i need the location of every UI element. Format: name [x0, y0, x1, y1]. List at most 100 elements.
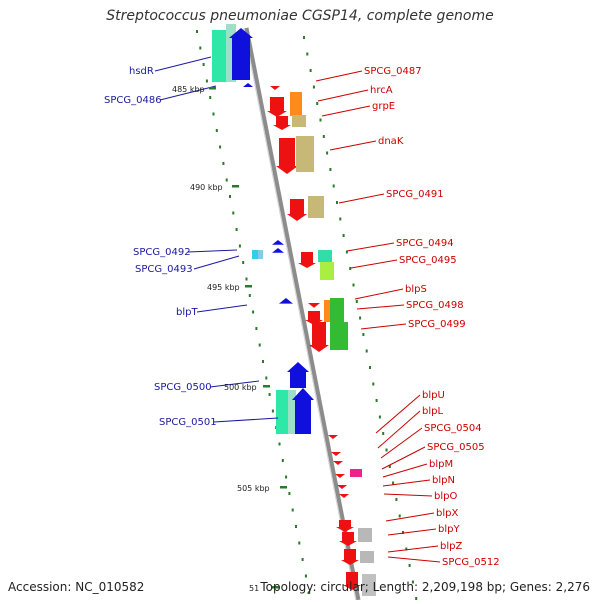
- tick-dot: [411, 580, 414, 584]
- leader-line-spcg-0487: [315, 70, 363, 82]
- gene-blpn: [337, 485, 347, 489]
- leader-line-spcg-0495: [350, 259, 398, 269]
- gene-dnak-a: [276, 138, 298, 174]
- tick-dot: [312, 85, 315, 89]
- tick-dot: [295, 525, 297, 528]
- scale-tick: [272, 586, 279, 589]
- tick-dot: [342, 234, 345, 237]
- gene-spcg0487: [270, 86, 280, 90]
- gene-blpz-block: [360, 551, 374, 563]
- tick-dot: [395, 498, 398, 501]
- gene-blpm: [335, 474, 345, 478]
- tick-dot: [388, 465, 391, 468]
- gene-label-blpx: blpX: [436, 508, 458, 519]
- gene-label-blpy: blpY: [438, 524, 460, 535]
- gene-spcg0505: [350, 469, 362, 477]
- leader-line-blpx: [385, 512, 435, 522]
- scale-label: 490 kbp: [190, 183, 223, 192]
- gene-spcg0492: [252, 250, 258, 259]
- leader-line-spcg-0500: [209, 380, 260, 388]
- tick-dot: [271, 409, 274, 413]
- backbone-line: [243, 27, 361, 601]
- tick-dot: [326, 151, 329, 155]
- tick-dot: [352, 283, 355, 287]
- tick-dot: [242, 261, 245, 264]
- gene-spcg0498: [324, 300, 334, 322]
- tick-dot: [222, 162, 225, 165]
- leader-line-blpt: [196, 304, 248, 313]
- gene-label-spcg-0495: SPCG_0495: [399, 255, 457, 266]
- leader-line-spcg-0486: [159, 85, 217, 101]
- gene-blpl: [331, 452, 341, 456]
- gene-label-spcg-0501: SPCG_0501: [159, 417, 217, 428]
- gene-spcg0499-block: [330, 322, 348, 350]
- tick-dot: [385, 448, 388, 452]
- tick-dot: [255, 327, 258, 330]
- gene-label-spcg-0500: SPCG_0500: [154, 382, 212, 393]
- gene-label-spcg-0512: SPCG_0512: [442, 557, 500, 568]
- tick-dot: [359, 316, 362, 320]
- tick-dot: [291, 508, 294, 512]
- topology-text: Topology: circular; Length: 2,209,198 bp…: [260, 580, 590, 594]
- tick-dot: [268, 393, 271, 396]
- tick-dot: [262, 360, 264, 363]
- tick-dot: [375, 399, 378, 402]
- tick-dot: [303, 36, 305, 39]
- scale-label: 51: [249, 584, 259, 593]
- gene-arrow-blue: [229, 28, 253, 80]
- gene-spcg0494-block: [318, 250, 332, 262]
- scale-tick: [209, 87, 216, 90]
- gene-label-spcg-0487: SPCG_0487: [364, 66, 422, 77]
- tick-dot: [319, 118, 322, 122]
- gene-blpy-block: [358, 528, 372, 542]
- gene-small-arrow: [243, 83, 253, 87]
- leader-line-spcg-0491: [338, 193, 385, 204]
- gene-label-dnak: dnaK: [378, 136, 404, 147]
- leader-line-dnak: [329, 140, 377, 151]
- gene-label-hsdr: hsdR: [129, 66, 154, 77]
- gene-spcg0491: [287, 199, 307, 221]
- gene-arrow-up-b: [272, 248, 284, 253]
- scale-tick: [245, 285, 252, 288]
- map-title: Streptococcus pneumoniae CGSP14, complet…: [106, 8, 494, 24]
- scale-tick: [280, 486, 287, 489]
- accession-text: Accession: NC_010582: [8, 580, 145, 594]
- gene-hsdr-shade: [226, 24, 236, 82]
- gene-label-blps: blpS: [405, 284, 427, 295]
- leader-line-spcg-0512: [387, 556, 441, 563]
- gene-label-grpe: grpE: [372, 101, 395, 112]
- tick-dot: [212, 112, 215, 116]
- gene-label-spcg-0499: SPCG_0499: [408, 319, 466, 330]
- tick-dot: [398, 514, 401, 518]
- scale-labels: 485 kbp 490 kbp 495 kbp 500 kbp 505 kbp 51: [172, 85, 287, 593]
- tick-dot: [365, 349, 368, 353]
- tick-dot: [332, 184, 335, 188]
- tick-dot: [308, 591, 311, 594]
- gene-label-spcg-0492: SPCG_0492: [133, 247, 191, 258]
- gene-label-spcg-0498: SPCG_0498: [406, 300, 464, 311]
- tick-dot: [355, 300, 358, 303]
- tick-dot: [238, 244, 241, 248]
- gene-hrca-b: [273, 116, 291, 130]
- tick-dot: [248, 294, 251, 297]
- tick-dot: [209, 96, 212, 99]
- tick-dot: [229, 195, 231, 198]
- leader-line-spcg-0492: [187, 249, 238, 253]
- tick-dot: [235, 228, 238, 231]
- gene-dnak-block: [296, 136, 314, 172]
- tick-dot: [196, 30, 198, 33]
- tick-dot: [349, 267, 352, 270]
- tick-dot: [215, 129, 218, 132]
- backbone-highlight: [243, 27, 357, 601]
- scale-tick: [263, 385, 270, 388]
- gene-arrow-up-a: [272, 240, 284, 245]
- gene-blpy: [339, 532, 357, 546]
- tick-dot: [362, 333, 365, 336]
- gene-orange-block: [290, 92, 302, 116]
- tick-dot: [278, 442, 281, 446]
- tick-dot: [252, 310, 255, 314]
- gene-label-blpz: blpZ: [440, 541, 462, 552]
- gene-label-spcg-0493: SPCG_0493: [135, 264, 193, 275]
- gene-labels: hsdR SPCG_0486 SPCG_0492 SPCG_0493 blpT SPCG_…: [104, 66, 500, 568]
